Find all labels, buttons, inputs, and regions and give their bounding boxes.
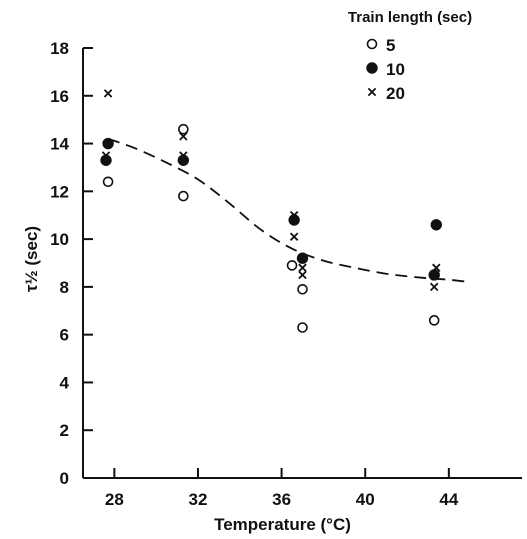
x-tick-label: 28	[105, 490, 124, 509]
y-tick-label: 18	[50, 39, 69, 58]
data-point-10	[296, 252, 309, 264]
legend-marker-5	[366, 38, 378, 50]
data-point-5	[178, 123, 189, 135]
data-point-20	[179, 151, 188, 160]
y-tick-label: 10	[50, 230, 69, 249]
data-point-10	[430, 219, 442, 231]
data-point-20	[429, 282, 439, 292]
fit-curve	[107, 137, 470, 284]
legend-marker-20	[367, 87, 377, 97]
data-point-5	[286, 260, 298, 271]
y-tick-label: 8	[60, 278, 69, 297]
data-point-20	[432, 263, 441, 273]
legend-label-20: 20	[386, 84, 405, 103]
fit-curve-layer	[107, 137, 470, 284]
data-point-20	[103, 89, 113, 98]
x-axis-title: Temperature (°C)	[214, 515, 351, 534]
x-tick-label: 40	[356, 490, 375, 509]
axes: 0 2 4 6 8 10 12 14 16 18 28 32 36 40 44	[50, 39, 522, 509]
x-tick-label: 36	[272, 490, 291, 509]
data-point-10	[102, 137, 114, 150]
data-point-5	[297, 283, 308, 295]
data-point-5	[297, 322, 308, 333]
data-point-20	[179, 132, 188, 141]
y-tick-label: 2	[60, 421, 69, 440]
data-point-5	[428, 315, 440, 326]
y-tick-label: 6	[60, 326, 69, 345]
x-tick-label: 32	[189, 490, 208, 509]
data-points-layer	[100, 89, 442, 333]
data-point-20	[289, 210, 299, 220]
y-tick-label: 16	[50, 87, 69, 106]
y-tick-label: 4	[60, 373, 70, 392]
legend-marker-10	[366, 62, 378, 74]
data-point-20	[298, 270, 307, 280]
data-point-20	[289, 232, 299, 241]
y-tick-label: 12	[50, 182, 69, 201]
data-point-20	[298, 263, 307, 273]
legend-title: Train length (sec)	[348, 9, 472, 26]
y-tick-label: 14	[50, 135, 69, 154]
legend-label-10: 10	[386, 60, 405, 79]
legend: Train length (sec) 5 10 20	[348, 9, 472, 103]
y-tick-label: 0	[60, 469, 69, 488]
data-point-10	[428, 269, 440, 281]
data-point-5	[102, 176, 114, 188]
x-tick-label: 44	[439, 490, 458, 509]
data-point-20	[101, 151, 111, 160]
legend-label-5: 5	[386, 36, 395, 55]
data-point-5	[178, 190, 189, 202]
y-axis-title: τ½ (sec)	[22, 226, 41, 292]
